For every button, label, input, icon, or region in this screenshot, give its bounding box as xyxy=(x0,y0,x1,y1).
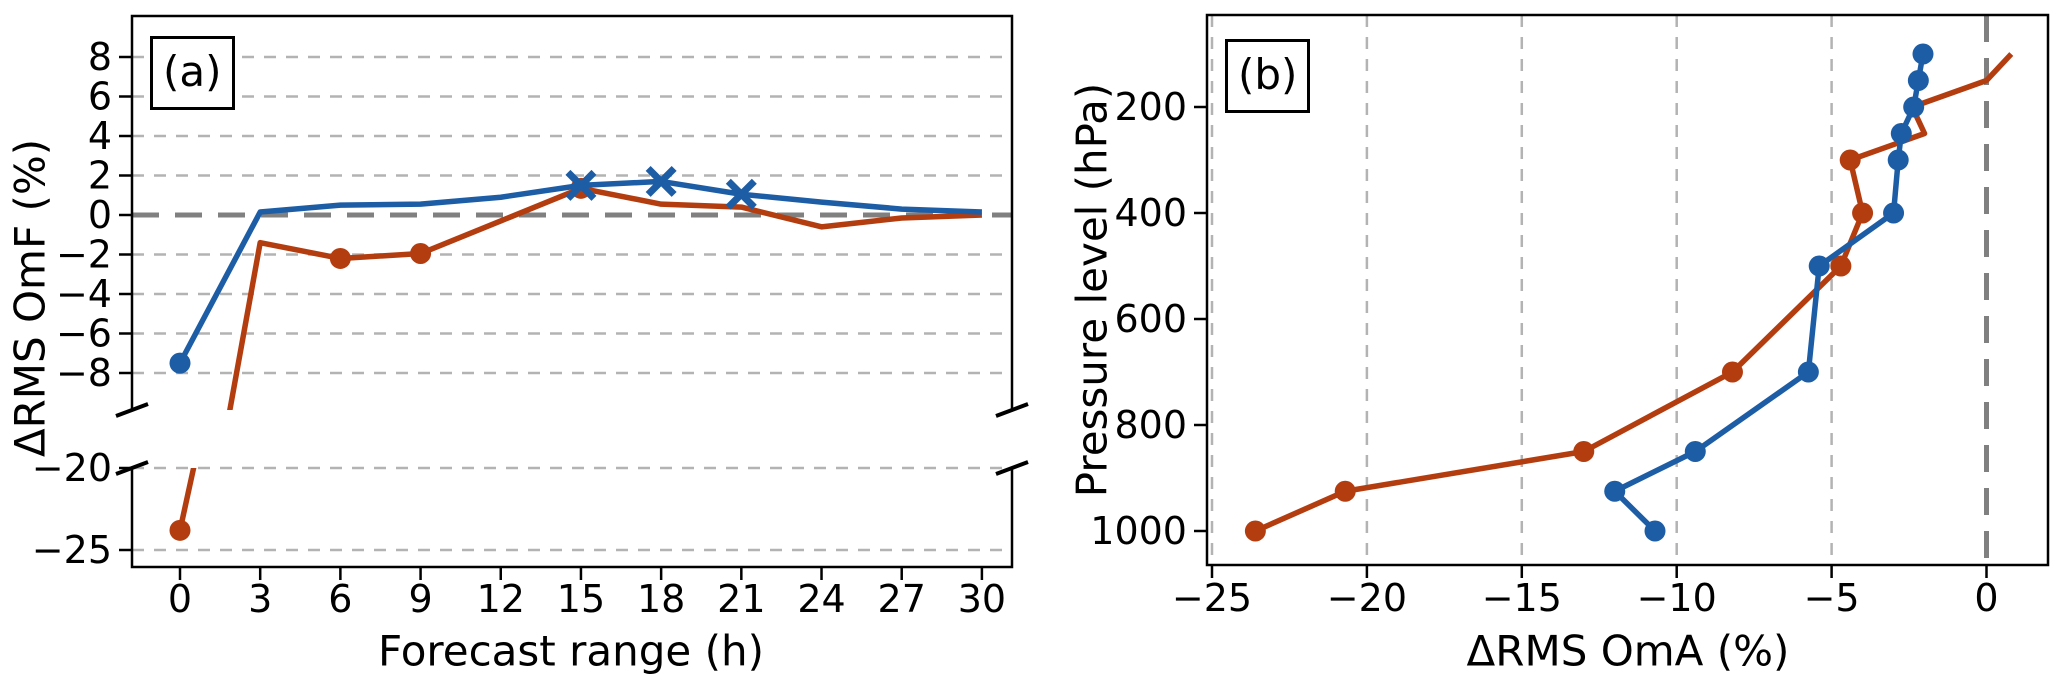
y-tick-label: 200 xyxy=(1114,85,1187,129)
x-tick-label: −20 xyxy=(1327,576,1407,620)
y-tick-label: 2 xyxy=(88,154,112,198)
blue-data-point-marker xyxy=(1907,70,1929,91)
y-tick-label: −20 xyxy=(32,446,112,490)
y-tick-label: 4 xyxy=(88,114,112,158)
red-data-point-marker xyxy=(1839,149,1861,171)
x-marker-stroke xyxy=(565,169,597,201)
x-tick-label: −5 xyxy=(1804,576,1860,620)
x-marker-stroke xyxy=(568,102,594,128)
blue-data-point-marker xyxy=(725,178,757,210)
blue-data-point-marker xyxy=(1684,441,1706,462)
series-group xyxy=(1244,43,2014,542)
y-tick-label: 6 xyxy=(88,75,112,119)
y-tick-label: −8 xyxy=(56,351,112,395)
x-marker-stroke xyxy=(648,99,674,125)
axis-break-mark xyxy=(995,402,1029,418)
y-tick-label: −25 xyxy=(32,528,112,572)
panel-b-x-axis-label: ΔRMS OmA (%) xyxy=(1466,626,1790,676)
x-tick-label: 9 xyxy=(408,577,432,621)
red-data-point-marker xyxy=(1334,480,1356,502)
blue-data-point-marker xyxy=(568,102,594,128)
blue-data-point-marker xyxy=(1890,123,1912,144)
blue-data-point-marker xyxy=(1604,480,1626,502)
x-tick-label: 15 xyxy=(557,577,605,621)
blue-data-point-marker xyxy=(1644,520,1666,542)
y-tick-label: 0 xyxy=(88,193,112,237)
y-tick-label: 1000 xyxy=(1090,509,1187,553)
x-tick-label: 0 xyxy=(1974,576,1998,620)
series-segment xyxy=(169,99,754,541)
panel-b: 200 400 600 800 1000 −25 −20 −15 −10 −5 0 xyxy=(1090,13,2050,620)
x-tick-label: −15 xyxy=(1482,576,1562,620)
blue-data-point-marker xyxy=(169,352,191,374)
x-tick-label: 6 xyxy=(328,577,352,621)
red-data-point-marker xyxy=(1830,255,1852,277)
blue-data-point-marker xyxy=(565,169,597,201)
panel-a-top-spines xyxy=(130,14,1014,410)
x-tick-label: −10 xyxy=(1637,576,1717,620)
blue-data-point-marker xyxy=(1883,202,1905,224)
red-data-point-marker xyxy=(1573,441,1595,462)
series-segment xyxy=(169,165,983,681)
x-tick-label: 12 xyxy=(477,577,525,621)
panel-b-y-axis-label-text: Pressure level (hPa) xyxy=(1067,82,1117,498)
red-data-point-marker xyxy=(329,247,351,269)
x-marker-stroke xyxy=(725,178,757,210)
red-data-point-marker xyxy=(1244,520,1266,542)
panel-a-corner-label: (a) xyxy=(150,36,235,110)
blue-data-point-marker xyxy=(1887,149,1909,171)
red-data-point-marker xyxy=(1721,361,1743,383)
x-tick-label: 30 xyxy=(958,577,1006,621)
y-tick-label: 800 xyxy=(1114,403,1187,447)
red-data-point-marker xyxy=(570,107,591,128)
x-tick-label: 21 xyxy=(717,577,765,621)
red-data-point-marker xyxy=(169,519,191,541)
panel-b-spines xyxy=(1205,13,2050,567)
x-marker-stroke xyxy=(568,102,594,128)
y-tick-label: −6 xyxy=(56,312,112,356)
y-tick-label: 8 xyxy=(88,35,112,79)
y-tick-label: 400 xyxy=(1114,191,1187,235)
x-tick-label: 18 xyxy=(637,577,685,621)
blue-data-point-marker xyxy=(648,99,674,125)
blue-data-point-marker xyxy=(1912,43,1934,65)
red-data-point-marker xyxy=(1852,202,1874,224)
y-tick-label: −2 xyxy=(56,233,112,277)
y-tick-label: −4 xyxy=(56,272,112,316)
axis-break-mark xyxy=(115,402,149,418)
axis-break-mark xyxy=(995,460,1029,476)
panel-a-x-axis-label: Forecast range (h) xyxy=(378,626,764,676)
blue-data-point-marker xyxy=(1903,96,1925,118)
red-data-point-marker xyxy=(410,161,431,182)
x-marker-stroke xyxy=(728,110,754,136)
x-tick-label: 24 xyxy=(797,577,845,621)
blue-series-line xyxy=(1611,53,1926,533)
blue-data-point-marker xyxy=(728,110,754,136)
blue-series-line xyxy=(177,178,983,365)
panel-a-y-axis-label-text: ΔRMS OmF (%) xyxy=(5,138,55,458)
x-tick-label: 27 xyxy=(878,577,926,621)
x-marker-stroke xyxy=(728,110,754,136)
blue-data-point-marker xyxy=(1808,255,1830,277)
x-marker-stroke xyxy=(648,99,674,125)
blue-data-point-marker xyxy=(645,165,677,197)
red-data-point-marker xyxy=(410,243,432,265)
x-tick-label: 3 xyxy=(248,577,272,621)
blue-data-point-marker xyxy=(1797,361,1819,383)
y-tick-label: 600 xyxy=(1114,297,1187,341)
red-data-point-marker xyxy=(170,675,191,681)
panel-a-bottom-spines xyxy=(130,468,1014,569)
x-tick-label: 0 xyxy=(168,577,192,621)
x-tick-label: −25 xyxy=(1172,576,1252,620)
x-marker-stroke xyxy=(645,165,677,197)
panel-b-corner-label: (b) xyxy=(1225,39,1311,113)
